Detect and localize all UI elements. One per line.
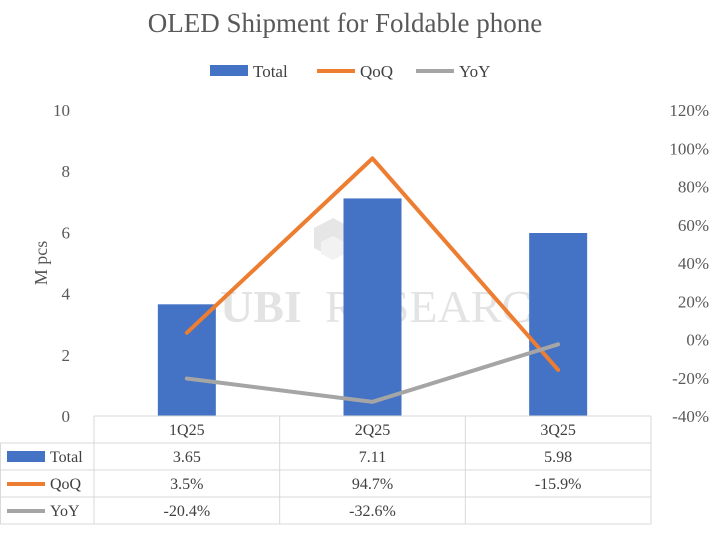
legend-label-total: Total <box>253 62 288 81</box>
y2-tick-label: 120% <box>669 101 709 120</box>
watermark-logo-icon <box>314 218 352 260</box>
y2-tick-label: -20% <box>672 369 709 388</box>
x-tick-label: 1Q25 <box>169 422 205 439</box>
bar-total <box>343 198 402 416</box>
y-tick-label: 2 <box>62 346 71 365</box>
chart-title: OLED Shipment for Foldable phone <box>148 8 542 38</box>
point-yoy <box>557 343 559 345</box>
point-qoq <box>372 157 373 159</box>
data-label: -32.6% <box>349 503 396 520</box>
data-table: 1Q25 2Q25 3Q25 Total 3.65 7.11 5.98 QoQ 3.5% 94.7… <box>0 415 652 525</box>
y2-axis-ticks: -40% -20% 0% 20% 40% 60% 80% 100% 120% <box>669 101 709 426</box>
y-axis-ticks: 0 2 4 6 8 10 <box>53 101 71 426</box>
y-tick-label: 0 <box>62 407 71 426</box>
bar-total <box>529 233 588 416</box>
legend-swatch-total <box>210 65 248 76</box>
y2-tick-label: 80% <box>678 178 709 197</box>
y2-tick-label: 60% <box>678 216 709 235</box>
legend-label-qoq: QoQ <box>360 62 393 81</box>
bar-total <box>157 304 216 416</box>
table-key-total <box>7 451 45 462</box>
y2-tick-label: -40% <box>672 407 709 426</box>
legend-label-yoy: YoY <box>459 62 490 81</box>
point-qoq <box>186 332 188 334</box>
point-yoy <box>372 401 373 403</box>
x-tick-label: 2Q25 <box>355 422 391 439</box>
legend: Total QoQ YoY <box>210 62 490 81</box>
y-tick-label: 6 <box>62 223 71 242</box>
point-yoy <box>186 378 188 380</box>
data-label: 94.7% <box>352 476 393 493</box>
data-label: 7.11 <box>359 449 386 466</box>
data-label: -15.9% <box>535 476 582 493</box>
y-axis-title: M pcs <box>31 241 51 286</box>
data-label: -20.4% <box>164 503 211 520</box>
y-tick-label: 8 <box>62 162 71 181</box>
data-label: 3.5% <box>170 476 203 493</box>
data-label: 3.65 <box>173 449 201 466</box>
table-row-label: Total <box>50 449 83 466</box>
y-tick-label: 10 <box>53 101 70 120</box>
y2-tick-label: 100% <box>669 139 709 158</box>
y-tick-label: 4 <box>62 285 71 304</box>
table-row-label: YoY <box>50 503 80 520</box>
data-label: 5.98 <box>544 449 572 466</box>
lines <box>184 156 561 404</box>
point-qoq <box>557 369 559 371</box>
table-row-label: QoQ <box>50 476 82 493</box>
y2-tick-label: 20% <box>678 292 709 311</box>
x-tick-label: 3Q25 <box>540 422 576 439</box>
y2-tick-label: 0% <box>686 331 709 350</box>
bars <box>157 198 588 416</box>
y2-tick-label: 40% <box>678 254 709 273</box>
